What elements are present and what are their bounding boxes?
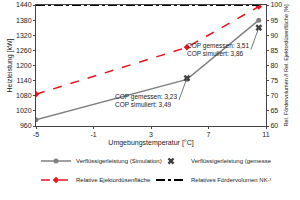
svg-text:1260: 1260	[16, 47, 32, 54]
svg-text:3: 3	[149, 131, 153, 138]
svg-text:Relative Ejektordüsenfläche: Relative Ejektordüsenfläche	[76, 177, 151, 183]
svg-text:65: 65	[270, 107, 278, 114]
svg-text:1320: 1320	[16, 32, 32, 39]
svg-text:Heizleistung [kW]: Heizleistung [kW]	[6, 38, 14, 92]
svg-text:COP gemessen: 3,23COP simulier: COP gemessen: 3,23COP simuliert: 3,49	[115, 93, 177, 108]
svg-text:Verflüssigerleistung (Simulati: Verflüssigerleistung (Simulation)	[76, 158, 162, 164]
svg-text:1200: 1200	[16, 62, 32, 69]
svg-text:90: 90	[270, 32, 278, 39]
svg-text:Umgebungstemperatur [°C]: Umgebungstemperatur [°C]	[108, 139, 193, 147]
svg-text:75: 75	[270, 77, 278, 84]
svg-text:Rel. Fördervolumen // Rel. Eje: Rel. Fördervolumen // Rel. Ejektordüsenf…	[283, 4, 289, 126]
svg-text:-5: -5	[33, 131, 39, 138]
svg-text:1080: 1080	[16, 92, 32, 99]
svg-text:7: 7	[207, 131, 211, 138]
svg-text:-1: -1	[90, 131, 96, 138]
svg-text:1140: 1140	[17, 77, 32, 84]
svg-text:100: 100	[270, 1, 282, 8]
svg-text:1440: 1440	[16, 1, 32, 8]
svg-text:85: 85	[270, 47, 278, 54]
svg-text:COP gemessen: 3,51COP simulier: COP gemessen: 3,51COP simuliert: 3,86	[187, 42, 249, 57]
svg-text:960: 960	[20, 122, 32, 129]
svg-text:Verflüssigerleistung (gemessen: Verflüssigerleistung (gemessen)	[191, 158, 271, 164]
svg-text:11: 11	[262, 131, 269, 138]
svg-text:60: 60	[270, 122, 278, 129]
svg-text:1020: 1020	[16, 107, 32, 114]
svg-text:70: 70	[270, 92, 278, 99]
svg-text:1380: 1380	[16, 17, 32, 24]
svg-text:Relatives Fördervolumen NK-Ver: Relatives Fördervolumen NK-Verdichter	[191, 177, 271, 183]
svg-text:95: 95	[270, 17, 278, 24]
svg-text:80: 80	[270, 62, 278, 69]
